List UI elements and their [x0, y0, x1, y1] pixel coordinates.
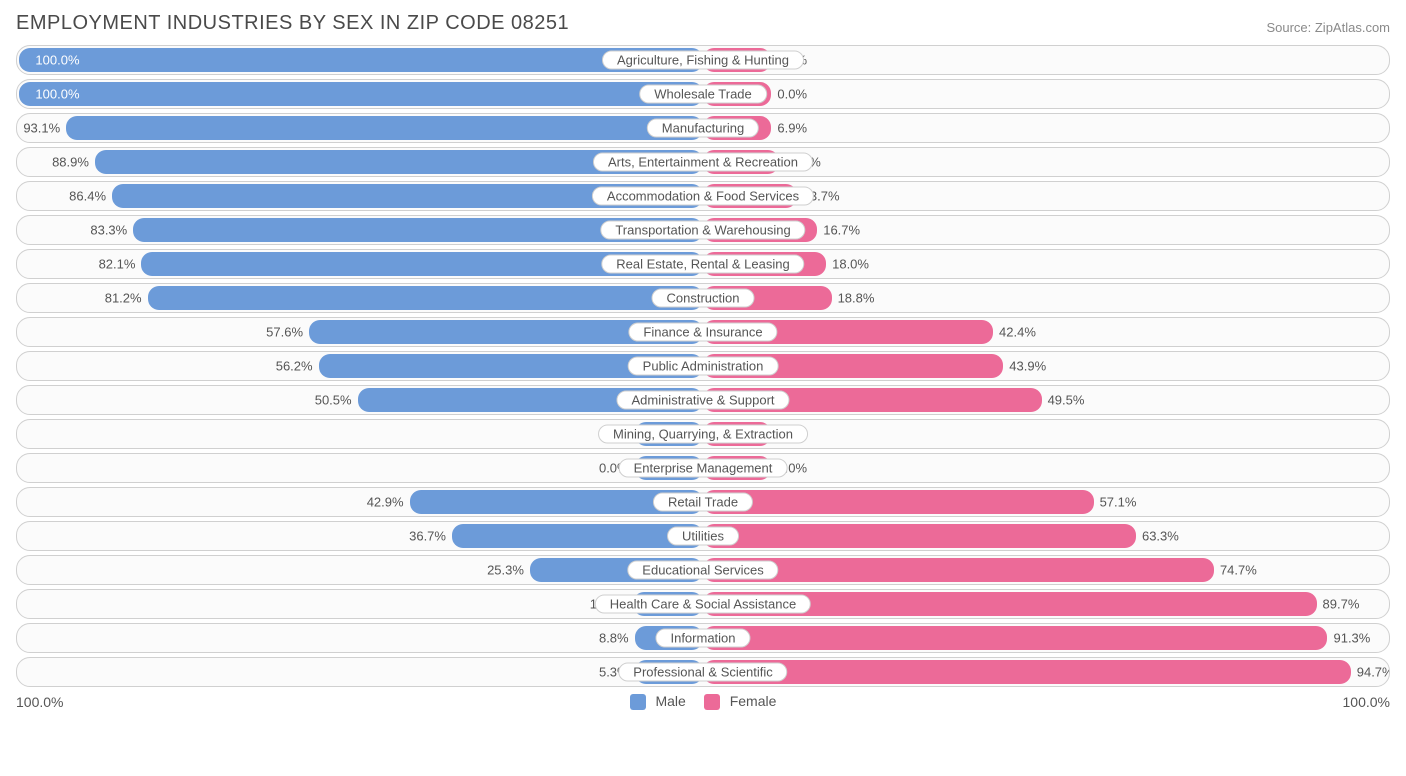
value-label-male: 25.3% [487, 563, 524, 578]
category-label: Enterprise Management [619, 459, 788, 478]
legend-swatch-male [630, 694, 646, 710]
chart-row: 0.0%0.0%Enterprise Management [16, 453, 1390, 483]
bar-male [66, 116, 703, 140]
legend-label-male: Male [655, 693, 685, 709]
bar-female [703, 490, 1094, 514]
value-label-female: 16.7% [823, 223, 860, 238]
legend-item-female: Female [704, 693, 777, 710]
chart-header: EMPLOYMENT INDUSTRIES BY SEX IN ZIP CODE… [16, 12, 1390, 35]
value-label-female: 74.7% [1220, 563, 1257, 578]
category-label: Educational Services [627, 561, 778, 580]
chart-title: EMPLOYMENT INDUSTRIES BY SEX IN ZIP CODE… [16, 12, 569, 35]
legend-swatch-female [704, 694, 720, 710]
chart-row: 82.1% 18.0% Real Estate, Rental & Leasing [16, 249, 1390, 279]
value-label-female: 6.9% [777, 121, 807, 136]
chart-row: 86.4%13.7%Accommodation & Food Services [16, 181, 1390, 211]
chart-row: 100.0%0.0%Agriculture, Fishing & Hunting [16, 45, 1390, 75]
value-label-male: 82.1% [99, 257, 136, 272]
category-label: Public Administration [628, 357, 779, 376]
chart-row: 36.7% 63.3% Utilities [16, 521, 1390, 551]
chart-row: 25.3% 74.7% Educational Services [16, 555, 1390, 585]
value-label-female: 18.8% [838, 291, 875, 306]
chart-row: 93.1% 6.9% Manufacturing [16, 113, 1390, 143]
chart-rows: 100.0%0.0%Agriculture, Fishing & Hunting… [16, 45, 1390, 687]
bar-female [703, 558, 1214, 582]
chart-source: Source: ZipAtlas.com [1266, 20, 1390, 35]
value-label-female: 94.7% [1357, 665, 1390, 680]
value-label-male: 36.7% [409, 529, 446, 544]
category-label: Mining, Quarrying, & Extraction [598, 425, 808, 444]
value-label-female: 43.9% [1009, 359, 1046, 374]
value-label-female: 18.0% [832, 257, 869, 272]
legend-item-male: Male [630, 693, 686, 710]
value-label-female: 91.3% [1333, 631, 1370, 646]
value-label-male: 93.1% [23, 121, 60, 136]
chart-footer: 100.0% Male Female 100.0% [16, 693, 1390, 710]
chart-row: 10.3%89.7%Health Care & Social Assistanc… [16, 589, 1390, 619]
category-label: Construction [652, 289, 755, 308]
value-label-male: 56.2% [276, 359, 313, 374]
bar-male [19, 82, 703, 106]
category-label: Finance & Insurance [628, 323, 777, 342]
category-label: Retail Trade [653, 493, 753, 512]
axis-right-label: 100.0% [1343, 694, 1390, 710]
bar-female [703, 660, 1351, 684]
value-label-male: 88.9% [52, 155, 89, 170]
chart-row: 8.8% 91.3% Information [16, 623, 1390, 653]
category-label: Wholesale Trade [639, 85, 767, 104]
legend-label-female: Female [730, 693, 777, 709]
chart-row: 81.2% 18.8% Construction [16, 283, 1390, 313]
chart-row: 83.3% 16.7% Transportation & Warehousing [16, 215, 1390, 245]
value-label-male: 81.2% [105, 291, 142, 306]
chart-row: 56.2% 43.9% Public Administration [16, 351, 1390, 381]
category-label: Information [655, 629, 750, 648]
category-label: Transportation & Warehousing [600, 221, 805, 240]
value-label-male: 83.3% [90, 223, 127, 238]
value-label-female: 57.1% [1100, 495, 1137, 510]
legend: Male Female [630, 693, 777, 710]
category-label: Arts, Entertainment & Recreation [593, 153, 813, 172]
bar-male [452, 524, 703, 548]
value-label-female: 89.7% [1323, 597, 1360, 612]
value-label-female: 63.3% [1142, 529, 1179, 544]
axis-left-label: 100.0% [16, 694, 63, 710]
value-label-male: 50.5% [315, 393, 352, 408]
bar-female [703, 626, 1327, 650]
value-label-male: 100.0% [35, 53, 79, 68]
category-label: Professional & Scientific [618, 663, 787, 682]
bar-female [703, 524, 1136, 548]
chart-row: 57.6% 42.4% Finance & Insurance [16, 317, 1390, 347]
category-label: Real Estate, Rental & Leasing [601, 255, 804, 274]
chart-row: 50.5% 49.5% Administrative & Support [16, 385, 1390, 415]
chart-row: 88.9%11.1%Arts, Entertainment & Recreati… [16, 147, 1390, 177]
category-label: Accommodation & Food Services [592, 187, 814, 206]
value-label-male: 86.4% [69, 189, 106, 204]
chart-row: 5.3%94.7%Professional & Scientific [16, 657, 1390, 687]
category-label: Utilities [667, 527, 739, 546]
category-label: Administrative & Support [616, 391, 789, 410]
value-label-male: 100.0% [35, 87, 79, 102]
bar-male [19, 48, 703, 72]
value-label-female: 0.0% [777, 87, 807, 102]
category-label: Agriculture, Fishing & Hunting [602, 51, 804, 70]
chart-row: 100.0% 0.0% Wholesale Trade [16, 79, 1390, 109]
chart-row: 0.0%0.0%Mining, Quarrying, & Extraction [16, 419, 1390, 449]
value-label-female: 49.5% [1048, 393, 1085, 408]
chart-row: 42.9% 57.1% Retail Trade [16, 487, 1390, 517]
value-label-male: 42.9% [367, 495, 404, 510]
category-label: Manufacturing [647, 119, 759, 138]
bar-male [148, 286, 703, 310]
value-label-female: 42.4% [999, 325, 1036, 340]
category-label: Health Care & Social Assistance [595, 595, 811, 614]
value-label-male: 57.6% [266, 325, 303, 340]
value-label-male: 8.8% [599, 631, 629, 646]
